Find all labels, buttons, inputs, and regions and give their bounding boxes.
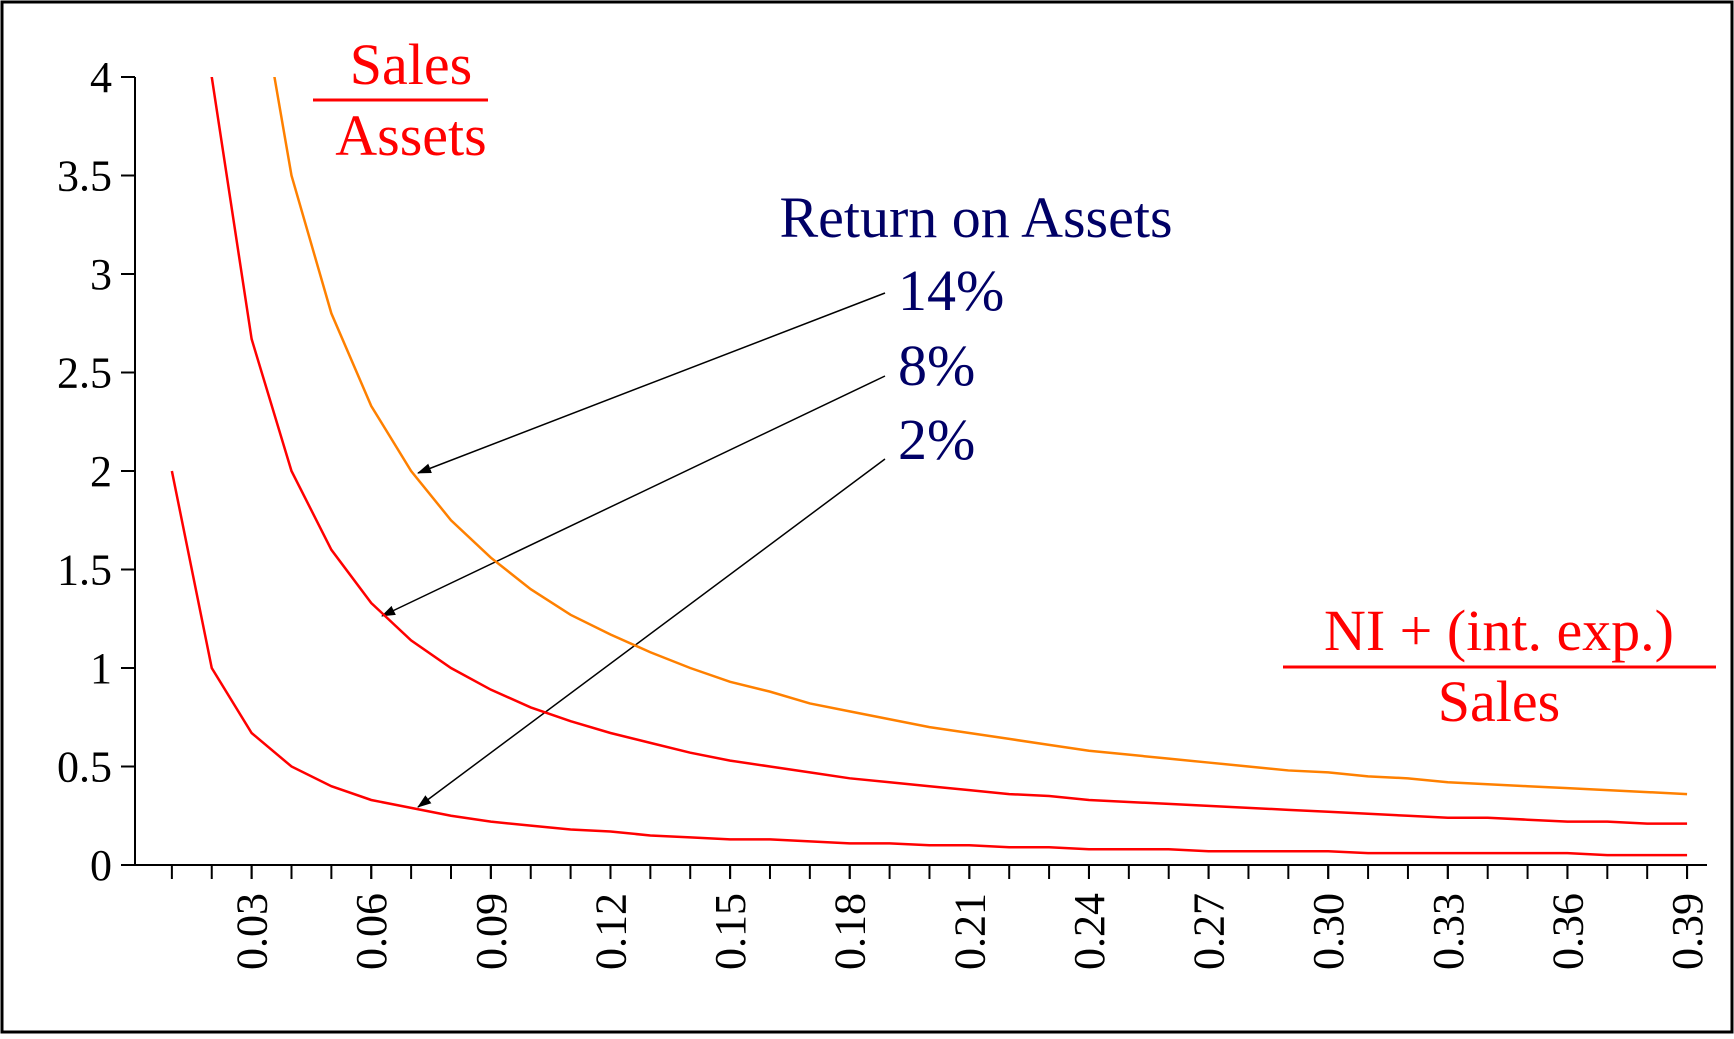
x-tick-label: 0.18	[826, 893, 875, 970]
x-tick-label: 0.24	[1065, 893, 1114, 970]
x-tick-label: 0.30	[1304, 893, 1353, 970]
x-tick-label: 0.27	[1185, 893, 1234, 970]
series-label: 2%	[898, 407, 975, 472]
x-label-denominator: Sales	[1438, 669, 1560, 734]
x-tick-label: 0.03	[228, 893, 277, 970]
y-tick-label: 2	[90, 447, 112, 496]
x-tick-label: 0.33	[1424, 893, 1473, 970]
x-tick-label: 0.09	[467, 893, 516, 970]
series-line	[210, 77, 1688, 825]
x-tick-label: 0.12	[586, 893, 635, 970]
x-label-numerator: NI + (int. exp.)	[1324, 598, 1674, 663]
y-tick-label: 3	[90, 250, 112, 299]
x-tick-label: 0.36	[1543, 893, 1592, 970]
y-label-denominator: Assets	[335, 103, 486, 168]
y-tick-label: 1.5	[57, 546, 112, 595]
series-line	[170, 470, 1688, 857]
x-tick-label: 0.06	[347, 893, 396, 970]
y-tick-label: 0.5	[57, 743, 112, 792]
arrow	[381, 375, 886, 617]
y-tick-label: 0	[90, 841, 112, 890]
plot-area	[170, 77, 1688, 857]
series-label: 14%	[898, 258, 1004, 323]
arrow	[417, 292, 886, 474]
y-tick-label: 3.5	[57, 152, 112, 201]
annotation: Return on Assets	[779, 185, 1172, 250]
series-label: 8%	[898, 333, 975, 398]
x-tick-label: 0.15	[706, 893, 755, 970]
x-tick-label: 0.39	[1663, 893, 1712, 970]
series-line	[273, 77, 1688, 796]
arrow	[417, 458, 886, 808]
y-label-numerator: Sales	[350, 32, 472, 97]
y-tick-label: 2.5	[57, 349, 112, 398]
y-tick-label: 1	[90, 644, 112, 693]
y-tick-label: 4	[90, 53, 112, 102]
x-tick-label: 0.21	[945, 893, 994, 970]
